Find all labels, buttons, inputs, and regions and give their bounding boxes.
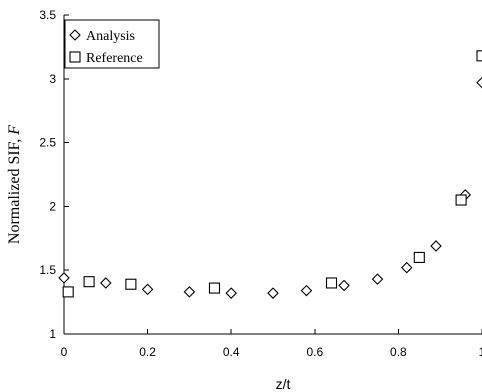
y-tick-label: 2.5	[39, 136, 56, 150]
analysis-point	[183, 286, 196, 298]
analysis-point	[430, 240, 442, 252]
x-tick-label: 0.4	[223, 345, 240, 359]
y-tick-label: 2	[49, 199, 56, 213]
x-axis-title: z/t	[276, 376, 291, 392]
analysis-point	[100, 277, 112, 289]
reference-point	[476, 50, 482, 62]
y-tick-label: 3	[49, 72, 56, 86]
analysis-point	[371, 273, 384, 285]
series-reference	[62, 50, 482, 298]
legend-marker-reference	[69, 51, 81, 63]
y-axis-title-symbol: F	[6, 125, 23, 136]
analysis-point	[141, 283, 154, 296]
reference-point	[83, 276, 95, 288]
reference-point	[325, 277, 338, 289]
reference-point	[455, 194, 467, 206]
analysis-point	[300, 284, 313, 297]
reference-point	[413, 251, 425, 263]
legend-marker-analysis	[69, 29, 81, 41]
analysis-point	[400, 261, 413, 274]
analysis-point	[267, 287, 279, 299]
y-axis-title-text: Normalized SIF,	[6, 135, 23, 244]
legend-label-reference: Reference	[86, 51, 143, 66]
y-tick-label: 1.5	[39, 263, 56, 277]
x-tick-label: 0.2	[139, 345, 156, 359]
tick-labels: 0 0.2 0.4 0.6 0.8 1 1 1.5 2 2.5 3 3.5	[39, 8, 482, 359]
analysis-point	[476, 76, 482, 89]
legend-box	[64, 19, 160, 69]
analysis-point	[225, 287, 237, 299]
reference-point	[208, 282, 221, 294]
analysis-point	[58, 272, 70, 284]
reference-point	[125, 278, 137, 290]
y-axis-title: Normalized SIF, F	[6, 125, 23, 244]
legend-label-analysis: Analysis	[86, 29, 135, 44]
legend: Analysis Reference	[64, 19, 160, 69]
x-tick-label: 1	[479, 345, 482, 359]
x-tick-label: 0	[61, 345, 68, 359]
ticks	[63, 14, 482, 335]
y-tick-label: 3.5	[39, 8, 56, 22]
x-tick-label: 0.8	[390, 345, 407, 359]
reference-point	[62, 286, 74, 298]
x-tick-label: 0.6	[306, 345, 323, 359]
analysis-point	[338, 279, 350, 292]
series-analysis	[58, 76, 482, 299]
y-tick-label: 1	[49, 327, 56, 341]
data-points	[58, 50, 482, 299]
